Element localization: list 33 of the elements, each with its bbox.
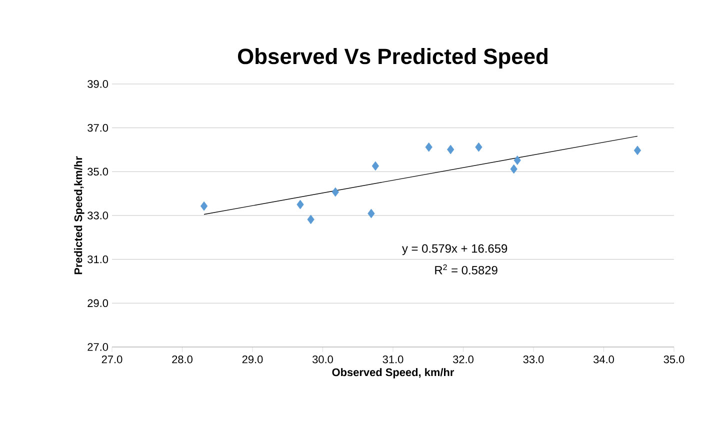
y-tick-label: 27.0 (88, 343, 108, 351)
point (200, 201, 208, 211)
point (368, 208, 375, 218)
point (634, 146, 642, 156)
x-tick-label: 34.0 (594, 356, 614, 364)
point (425, 142, 432, 152)
x-tick-label: 30.0 (312, 356, 333, 364)
x-tick-label: 33.0 (523, 356, 544, 364)
x-axis-title: Observed Speed, km/hr (332, 368, 454, 378)
point (332, 187, 339, 197)
y-axis-title: Predicted Speed,km/hr (74, 156, 84, 274)
y-tick-label: 33.0 (88, 212, 108, 220)
point (307, 214, 314, 224)
y-tick-label: 29.0 (88, 299, 108, 308)
chart-title: Observed Vs Predicted Speed (238, 48, 548, 68)
x-tick-label: 32.0 (453, 356, 474, 364)
x-tick-label: 31.0 (382, 356, 404, 364)
point (296, 200, 304, 210)
point (475, 142, 482, 152)
x-tick-label: 27.0 (102, 356, 122, 364)
point (510, 164, 518, 174)
x-tick-label: 35.0 (664, 356, 684, 364)
point (372, 161, 380, 171)
annotation: R$^{2}$ = 0.5829 (435, 264, 498, 274)
point (447, 144, 454, 154)
y-tick-label: 35.0 (88, 168, 108, 176)
x-tick-label: 28.0 (172, 356, 192, 364)
y-tick-label: 31.0 (88, 255, 108, 264)
x-tick-label: 29.0 (242, 356, 263, 364)
y-tick-label: 39.0 (88, 80, 108, 88)
y-tick-label: 37.0 (88, 124, 108, 132)
point (514, 156, 521, 165)
annotation: y = 0.579x + 16.659 (402, 244, 508, 256)
